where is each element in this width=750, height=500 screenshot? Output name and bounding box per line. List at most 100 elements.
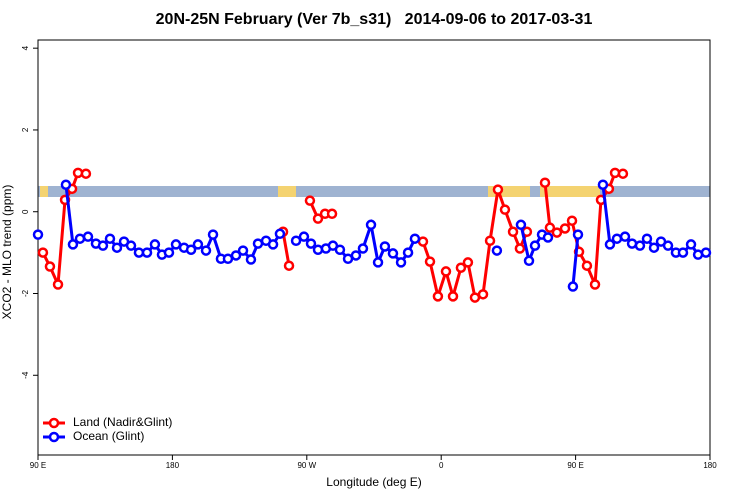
data-point: [597, 179, 609, 190]
data-point: [440, 266, 452, 277]
y-tick-label: 0: [21, 209, 30, 214]
data-point: [700, 247, 712, 258]
land-strip: [540, 186, 600, 197]
legend-label: Ocean (Glint): [73, 429, 144, 443]
data-point: [581, 260, 593, 271]
series-line: [64, 184, 707, 287]
legend-marker: [48, 431, 60, 443]
data-point: [455, 262, 467, 273]
data-point: [298, 231, 310, 242]
data-point: [619, 231, 631, 242]
data-point: [551, 227, 563, 238]
data-point: [312, 244, 324, 255]
legend-marker: [48, 417, 60, 429]
data-point: [283, 260, 295, 271]
data-point: [200, 245, 212, 256]
data-point: [523, 255, 535, 267]
data-point: [133, 247, 145, 258]
data-point: [685, 239, 697, 250]
data-point: [572, 229, 584, 240]
data-point: [677, 247, 689, 258]
data-point: [305, 238, 317, 249]
data-point: [304, 195, 316, 206]
y-tick-label: -2: [21, 289, 30, 297]
data-point: [542, 232, 554, 243]
data-point: [44, 261, 56, 272]
data-point: [267, 239, 279, 250]
data-point: [290, 235, 302, 247]
land-strip: [488, 186, 530, 197]
data-point: [469, 292, 481, 303]
data-point: [237, 245, 249, 256]
data-point: [395, 257, 407, 268]
data-point: [207, 229, 219, 240]
data-point: [372, 257, 384, 268]
data-point: [514, 243, 526, 254]
data-point: [245, 254, 257, 265]
ocean-strip: [38, 186, 710, 197]
data-point: [589, 279, 601, 290]
plot-frame: [37, 39, 711, 456]
data-point: [617, 168, 629, 179]
data-point: [141, 247, 153, 258]
data-point: [477, 289, 489, 300]
data-point: [462, 257, 474, 268]
data-point: [387, 248, 399, 259]
chart-title: 20N-25N February (Ver 7b_s31) 2014-09-06…: [156, 11, 593, 28]
data-point: [492, 184, 504, 195]
data-point: [357, 243, 369, 254]
x-tick-label: 180: [166, 461, 180, 470]
data-point: [529, 240, 541, 251]
data-point: [82, 231, 94, 242]
data-point: [326, 208, 338, 220]
data-point: [185, 244, 197, 255]
data-point: [312, 213, 324, 224]
data-point: [484, 235, 496, 247]
data-point: [192, 239, 204, 250]
data-point: [97, 240, 109, 251]
data-point: [424, 256, 436, 267]
data-point: [417, 236, 429, 247]
data-point: [80, 168, 92, 179]
data-point: [379, 241, 391, 252]
data-point: [648, 242, 660, 253]
land-strip: [40, 186, 48, 197]
land-strip: [278, 186, 296, 197]
data-point: [447, 291, 459, 302]
data-point: [274, 228, 286, 240]
y-tick-label: -4: [21, 371, 30, 379]
legend-label: Land (Nadir&Glint): [73, 415, 172, 429]
data-point: [559, 223, 571, 234]
data-point: [125, 240, 137, 251]
data-point: [52, 279, 64, 290]
data-point: [491, 245, 503, 256]
data-point: [544, 222, 556, 233]
data-point: [37, 247, 49, 258]
data-point: [170, 239, 182, 250]
data-point: [409, 233, 421, 244]
data-point: [515, 219, 527, 231]
data-point: [104, 233, 116, 244]
data-point: [611, 233, 623, 244]
x-tick-label: 0: [439, 461, 444, 470]
data-point: [402, 247, 414, 258]
data-point: [222, 253, 234, 264]
x-tick-label: 90 E: [30, 461, 46, 470]
data-point: [163, 247, 175, 258]
data-point: [499, 204, 511, 215]
data-point: [604, 239, 616, 250]
y-tick-label: 2: [21, 127, 30, 132]
x-tick-label: 90 W: [297, 461, 316, 470]
data-point: [539, 177, 551, 188]
data-point: [567, 281, 579, 292]
surface-strip: [38, 186, 710, 197]
y-axis-label: XCO2 - MLO trend (ppm): [0, 185, 14, 320]
data-point: [230, 250, 242, 261]
data-point: [60, 179, 72, 190]
data-point: [634, 240, 646, 251]
data-point: [350, 250, 362, 261]
x-axis-label: Longitude (deg E): [326, 475, 421, 489]
data-point: [334, 244, 346, 255]
